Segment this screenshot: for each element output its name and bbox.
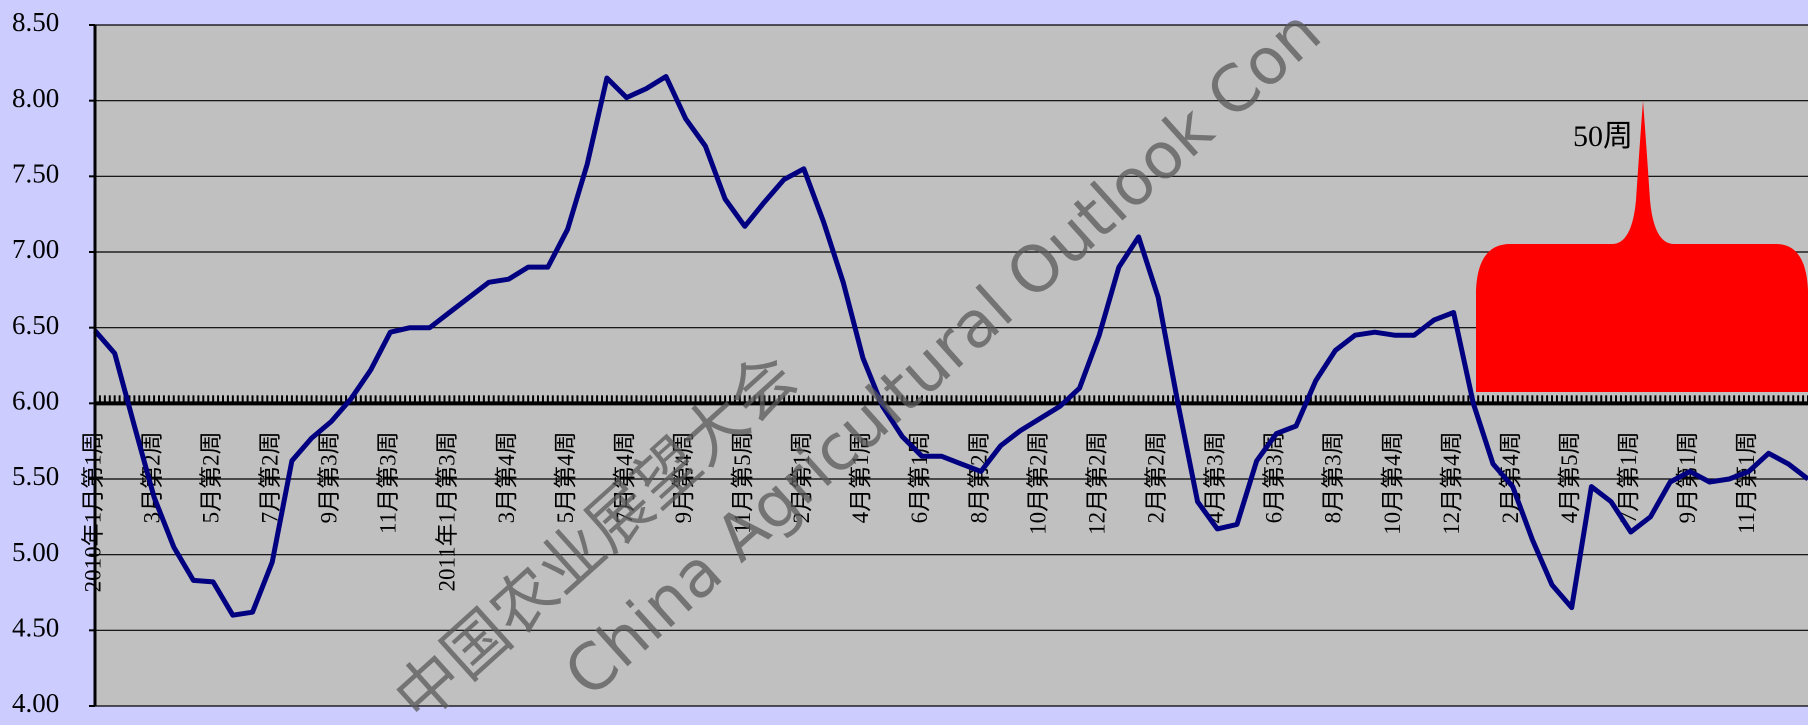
y-tick-label: 7.00 [12,234,59,264]
x-tick-label: 2月第1周 [789,431,814,523]
x-tick-label: 8月第3周 [1321,431,1346,523]
x-tick-label: 7月第4周 [612,431,637,523]
x-tick-label: 2010年1月第1周 [80,431,105,592]
x-tick-label: 3月第4周 [494,431,519,523]
x-tick-label: 9月第3周 [317,431,342,523]
x-tick-label: 11月第3周 [376,431,401,534]
x-tick-label: 5月第4周 [553,431,578,523]
x-tick-label: 12月第4周 [1439,431,1464,535]
annotation-text: 50周 [1573,120,1633,153]
x-tick-label: 5月第2周 [198,431,223,523]
y-tick-label: 8.50 [12,7,59,37]
x-tick-label: 9月第4周 [671,431,696,523]
x-tick-label: 7月第1周 [1616,431,1641,523]
x-tick-label: 4月第3周 [1203,431,1228,523]
y-tick-label: 4.50 [12,613,59,643]
x-tick-label: 10月第2周 [1025,431,1050,535]
line-series [93,74,1808,618]
y-tick-label: 5.50 [12,461,59,491]
x-tick-label: 4月第1周 [848,431,873,523]
category-axis: 2010年1月第1周 3月第2周 5月第2周 7月第2周 9月第3周 11月第3周 2011… [80,395,1808,592]
x-tick-label: 11月第1周 [1734,431,1759,534]
x-tick-label: 10月第4周 [1380,431,1405,535]
y-tick-label: 4.00 [12,688,59,718]
y-axis: 4.00 4.50 5.00 5.50 6.00 6.50 7.00 7.50 8.00 8.50 [12,7,97,718]
x-tick-label: 8月第2周 [966,431,991,523]
y-tick-label: 8.00 [12,83,59,113]
series [93,74,1808,618]
x-tick-label: 7月第2周 [257,431,282,523]
y-tick-label: 6.50 [12,310,59,340]
x-tick-label: 4月第5周 [1557,431,1582,523]
x-tick-label: 2011年1月第3周 [435,431,460,591]
y-tick-label: 7.50 [12,159,59,189]
x-tick-label: 2月第2周 [1144,431,1169,523]
y-tick-label: 5.00 [12,537,59,567]
x-tick-label: 12月第2周 [1084,431,1109,535]
annotation-callout [1476,101,1808,392]
x-tick-label: 11月第5周 [730,431,755,534]
y-tick-label: 6.00 [12,386,59,416]
